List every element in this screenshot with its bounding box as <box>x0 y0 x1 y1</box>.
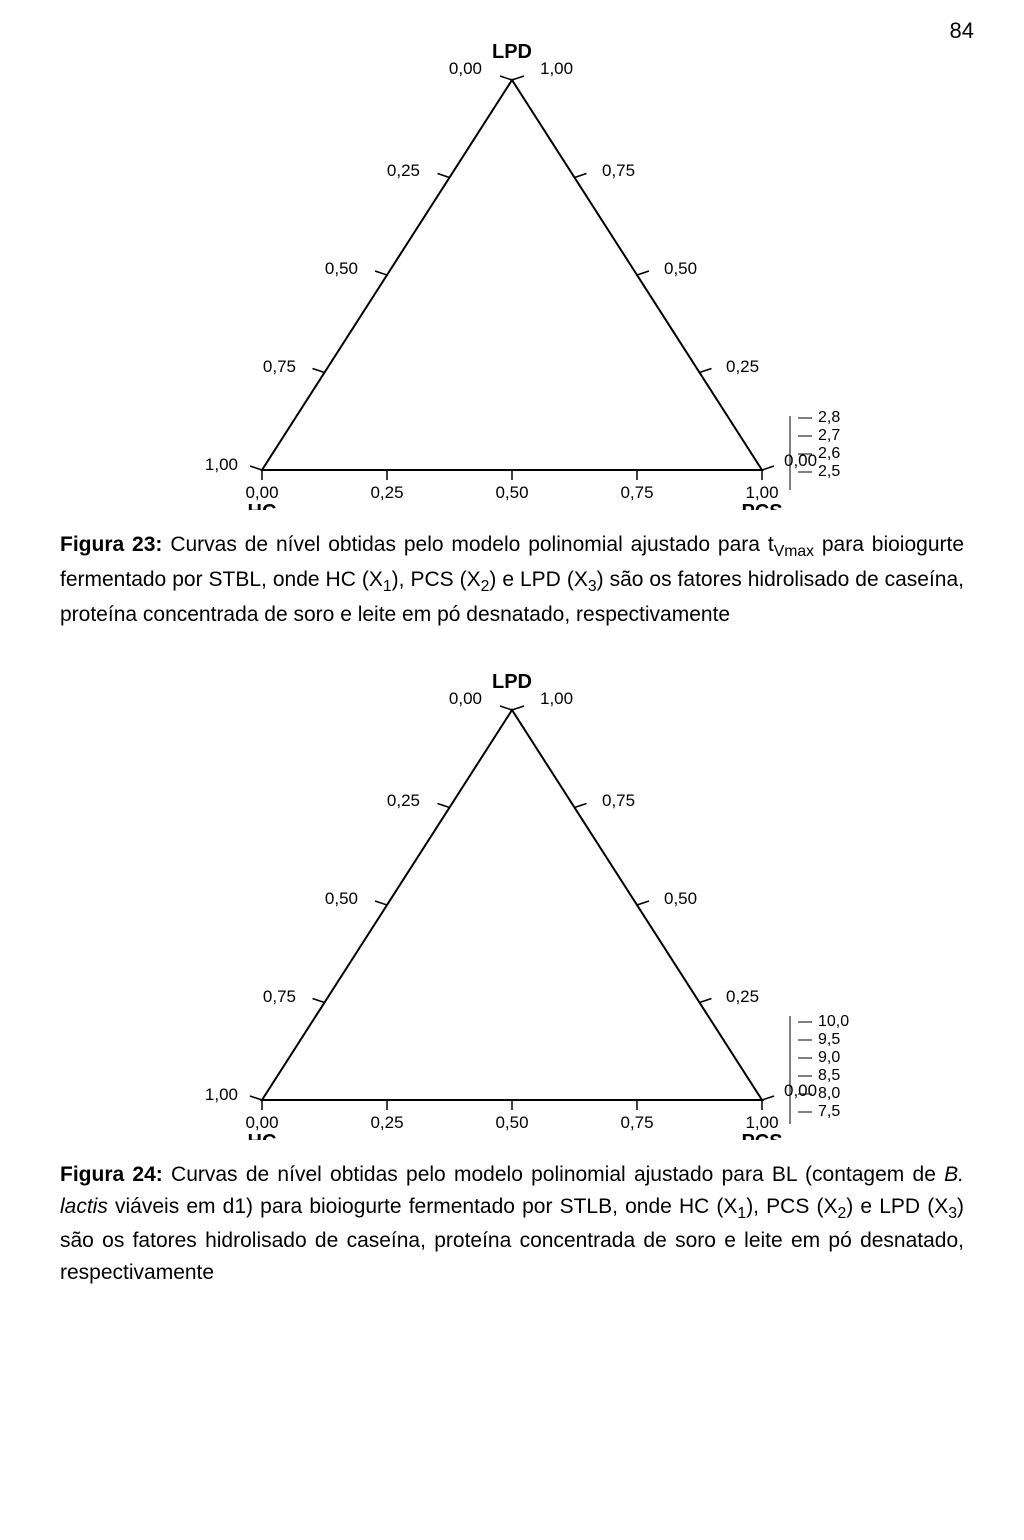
legend24-0: 10,0 <box>818 1013 849 1030</box>
caption23-sub4: 3 <box>588 578 597 595</box>
left-ticks <box>250 76 512 470</box>
left-tick-2: 0,50 <box>325 889 358 908</box>
right-tick-2: 0,50 <box>664 259 697 278</box>
caption24-d: ) e LPD (X <box>846 1195 948 1218</box>
caption24-a: Curvas de nível obtidas pelo modelo poli… <box>163 1163 944 1186</box>
bottom-tick-1: 0,25 <box>370 1113 403 1132</box>
bottom-ticks <box>262 470 762 480</box>
legend23-3: 2,5 <box>818 463 840 480</box>
right-ticks <box>512 76 774 470</box>
right-tick-0: 1,00 <box>540 59 573 78</box>
bottom-tick-0: 0,00 <box>245 483 278 502</box>
right-ticks <box>512 706 774 1100</box>
bottom-tick-4: 1,00 <box>745 1113 778 1132</box>
caption23-prefix: Figura 23: <box>60 533 162 556</box>
caption23-sub1: Vmax <box>774 543 814 560</box>
vertex-left-label: HC <box>248 501 277 510</box>
right-tick-3: 0,25 <box>726 357 759 376</box>
left-tick-3: 0,75 <box>263 987 296 1006</box>
left-ticks <box>250 706 512 1100</box>
caption24-sub1: 1 <box>737 1205 746 1222</box>
bottom-tick-2: 0,50 <box>495 483 528 502</box>
caption23-d: ) e LPD (X <box>489 568 587 591</box>
legend23-1: 2,7 <box>818 427 840 444</box>
bottom-tick-3: 0,75 <box>620 1113 653 1132</box>
left-tick-0: 0,00 <box>449 689 482 708</box>
vertex-top-label: LPD <box>492 41 532 63</box>
right-tick-0: 1,00 <box>540 689 573 708</box>
bottom-tick-3: 0,75 <box>620 483 653 502</box>
caption24-sub2: 2 <box>837 1205 846 1222</box>
left-tick-4: 1,00 <box>205 455 238 474</box>
legend24-5: 7,5 <box>818 1103 840 1120</box>
bottom-tick-1: 0,25 <box>370 483 403 502</box>
vertex-left-label: HC <box>248 1131 277 1140</box>
caption23-c: ), PCS (X <box>392 568 481 591</box>
figure-23-ternary: 0,00 0,25 0,50 0,75 1,00 1,00 0,75 0,50 … <box>162 40 862 515</box>
legend24-3: 8,5 <box>818 1067 840 1084</box>
right-tick-2: 0,50 <box>664 889 697 908</box>
page: 84 0,00 0,25 0,50 0,75 <box>0 0 1024 1368</box>
left-tick-1: 0,25 <box>387 791 420 810</box>
bottom-tick-2: 0,50 <box>495 1113 528 1132</box>
bottom-tick-0: 0,00 <box>245 1113 278 1132</box>
caption24-sub3: 3 <box>948 1205 957 1222</box>
vertex-right-label: PCS <box>741 501 782 510</box>
left-tick-4: 1,00 <box>205 1085 238 1104</box>
figure-24-ternary: 0,00 0,25 0,50 0,75 1,00 1,00 0,75 0,50 … <box>162 670 862 1145</box>
bottom-tick-4: 1,00 <box>745 483 778 502</box>
vertex-right-label: PCS <box>741 1131 782 1140</box>
legend24-2: 9,0 <box>818 1049 840 1066</box>
legend24-1: 9,5 <box>818 1031 840 1048</box>
legend-24: 10,0 9,5 9,0 8,5 8,0 7,5 <box>790 1013 849 1124</box>
figure-23-caption: Figura 23: Curvas de nível obtidas pelo … <box>60 529 964 630</box>
right-tick-4: 0,00 <box>784 1081 817 1100</box>
left-tick-2: 0,50 <box>325 259 358 278</box>
bottom-ticks <box>262 1100 762 1110</box>
figure-24-svg: 0,00 0,25 0,50 0,75 1,00 1,00 0,75 0,50 … <box>162 670 862 1140</box>
caption24-c: ), PCS (X <box>746 1195 837 1218</box>
caption23-a: Curvas de nível obtidas pelo modelo poli… <box>162 533 773 556</box>
caption24-prefix: Figura 24: <box>60 1163 163 1186</box>
caption23-sub2: 1 <box>383 578 392 595</box>
legend24-4: 8,0 <box>818 1085 840 1102</box>
legend23-2: 2,6 <box>818 445 840 462</box>
figure-23-svg: 0,00 0,25 0,50 0,75 1,00 1,00 0,75 0,50 … <box>162 40 862 510</box>
vertex-top-label: LPD <box>492 671 532 693</box>
left-tick-1: 0,25 <box>387 161 420 180</box>
right-tick-1: 0,75 <box>602 161 635 180</box>
left-tick-3: 0,75 <box>263 357 296 376</box>
caption24-b: viáveis em d1) para bioiogurte fermentad… <box>108 1195 738 1218</box>
left-tick-0: 0,00 <box>449 59 482 78</box>
legend-23: 2,8 2,7 2,6 2,5 <box>790 409 840 490</box>
figure-24-caption: Figura 24: Curvas de nível obtidas pelo … <box>60 1159 964 1288</box>
page-number: 84 <box>950 18 974 44</box>
legend23-0: 2,8 <box>818 409 840 426</box>
right-tick-1: 0,75 <box>602 791 635 810</box>
right-tick-3: 0,25 <box>726 987 759 1006</box>
